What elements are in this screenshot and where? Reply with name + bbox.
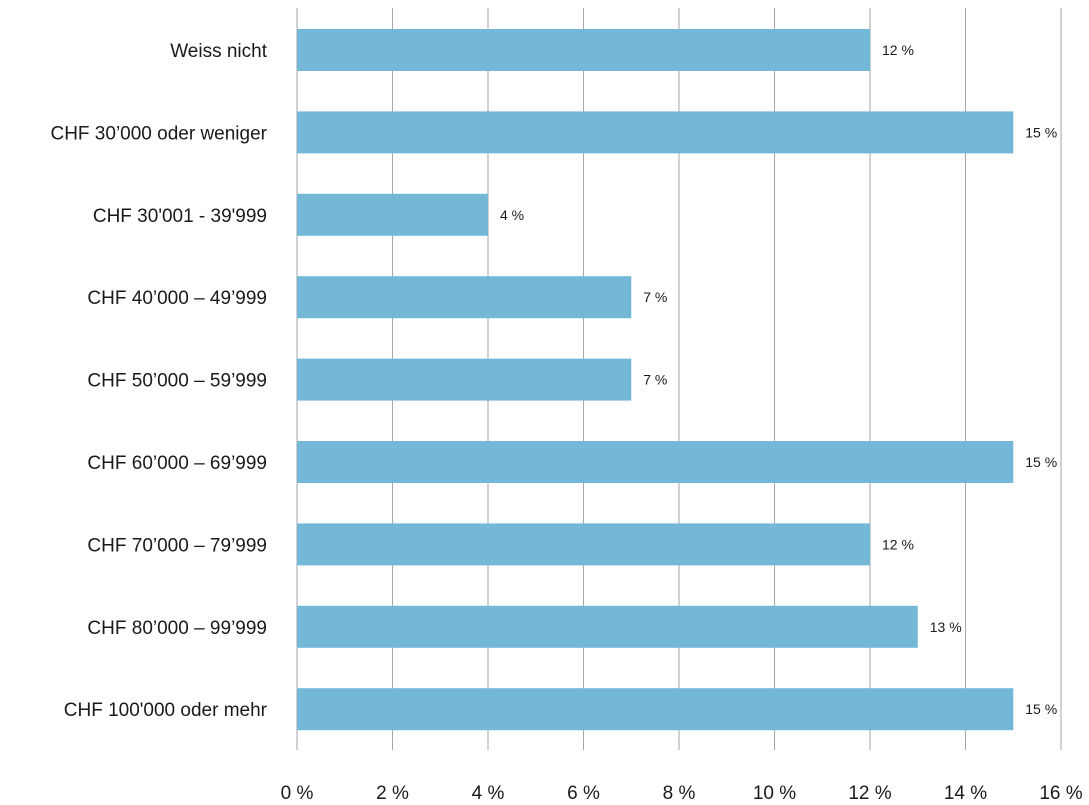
x-tick-label: 4 % (472, 783, 505, 804)
data-label: 15 % (1025, 701, 1057, 717)
data-label: 4 % (500, 207, 524, 223)
category-label: CHF 70’000 – 79’999 (87, 535, 267, 556)
data-labels: 12 % 15 % 4 % 7 % 7 % 15 % 12 % 13 % 15 % (500, 42, 1057, 717)
category-labels: Weiss nicht CHF 30’000 oder weniger CHF 30… (50, 41, 267, 721)
bar (297, 441, 1014, 483)
bar (297, 688, 1014, 731)
bars (297, 29, 1014, 731)
x-tick-label: 0 % (281, 783, 314, 804)
bar (297, 193, 488, 236)
data-label: 15 % (1025, 124, 1057, 140)
x-tick-label: 14 % (944, 783, 987, 804)
data-label: 15 % (1025, 454, 1057, 470)
bar (297, 111, 1014, 154)
data-label: 12 % (882, 42, 914, 58)
bar (297, 605, 918, 648)
bar (297, 523, 870, 566)
x-tick-label: 16 % (1039, 783, 1082, 804)
bar (297, 276, 632, 319)
data-label: 7 % (643, 372, 667, 388)
category-label: CHF 30'001 - 39'999 (93, 206, 267, 227)
data-label: 13 % (930, 619, 962, 635)
x-tick-label: 8 % (663, 783, 696, 804)
category-label: Weiss nicht (170, 41, 268, 62)
category-label: CHF 60’000 – 69’999 (87, 453, 267, 474)
x-tick-label: 6 % (567, 783, 600, 804)
x-tick-label: 2 % (376, 783, 409, 804)
category-label: CHF 50’000 – 59’999 (87, 371, 267, 392)
x-axis-tick-labels: 0 % 2 % 4 % 6 % 8 % 10 % 12 % 14 % 16 % (281, 783, 1083, 804)
category-label: CHF 100'000 oder mehr (64, 700, 268, 721)
bar (297, 29, 870, 71)
bar (297, 358, 632, 401)
x-tick-label: 12 % (848, 783, 891, 804)
category-label: CHF 30’000 oder weniger (50, 123, 267, 144)
x-tick-label: 10 % (753, 783, 796, 804)
category-label: CHF 80’000 – 99’999 (87, 618, 267, 639)
data-label: 7 % (643, 289, 667, 305)
data-label: 12 % (882, 536, 914, 552)
category-label: CHF 40’000 – 49’999 (87, 288, 267, 309)
